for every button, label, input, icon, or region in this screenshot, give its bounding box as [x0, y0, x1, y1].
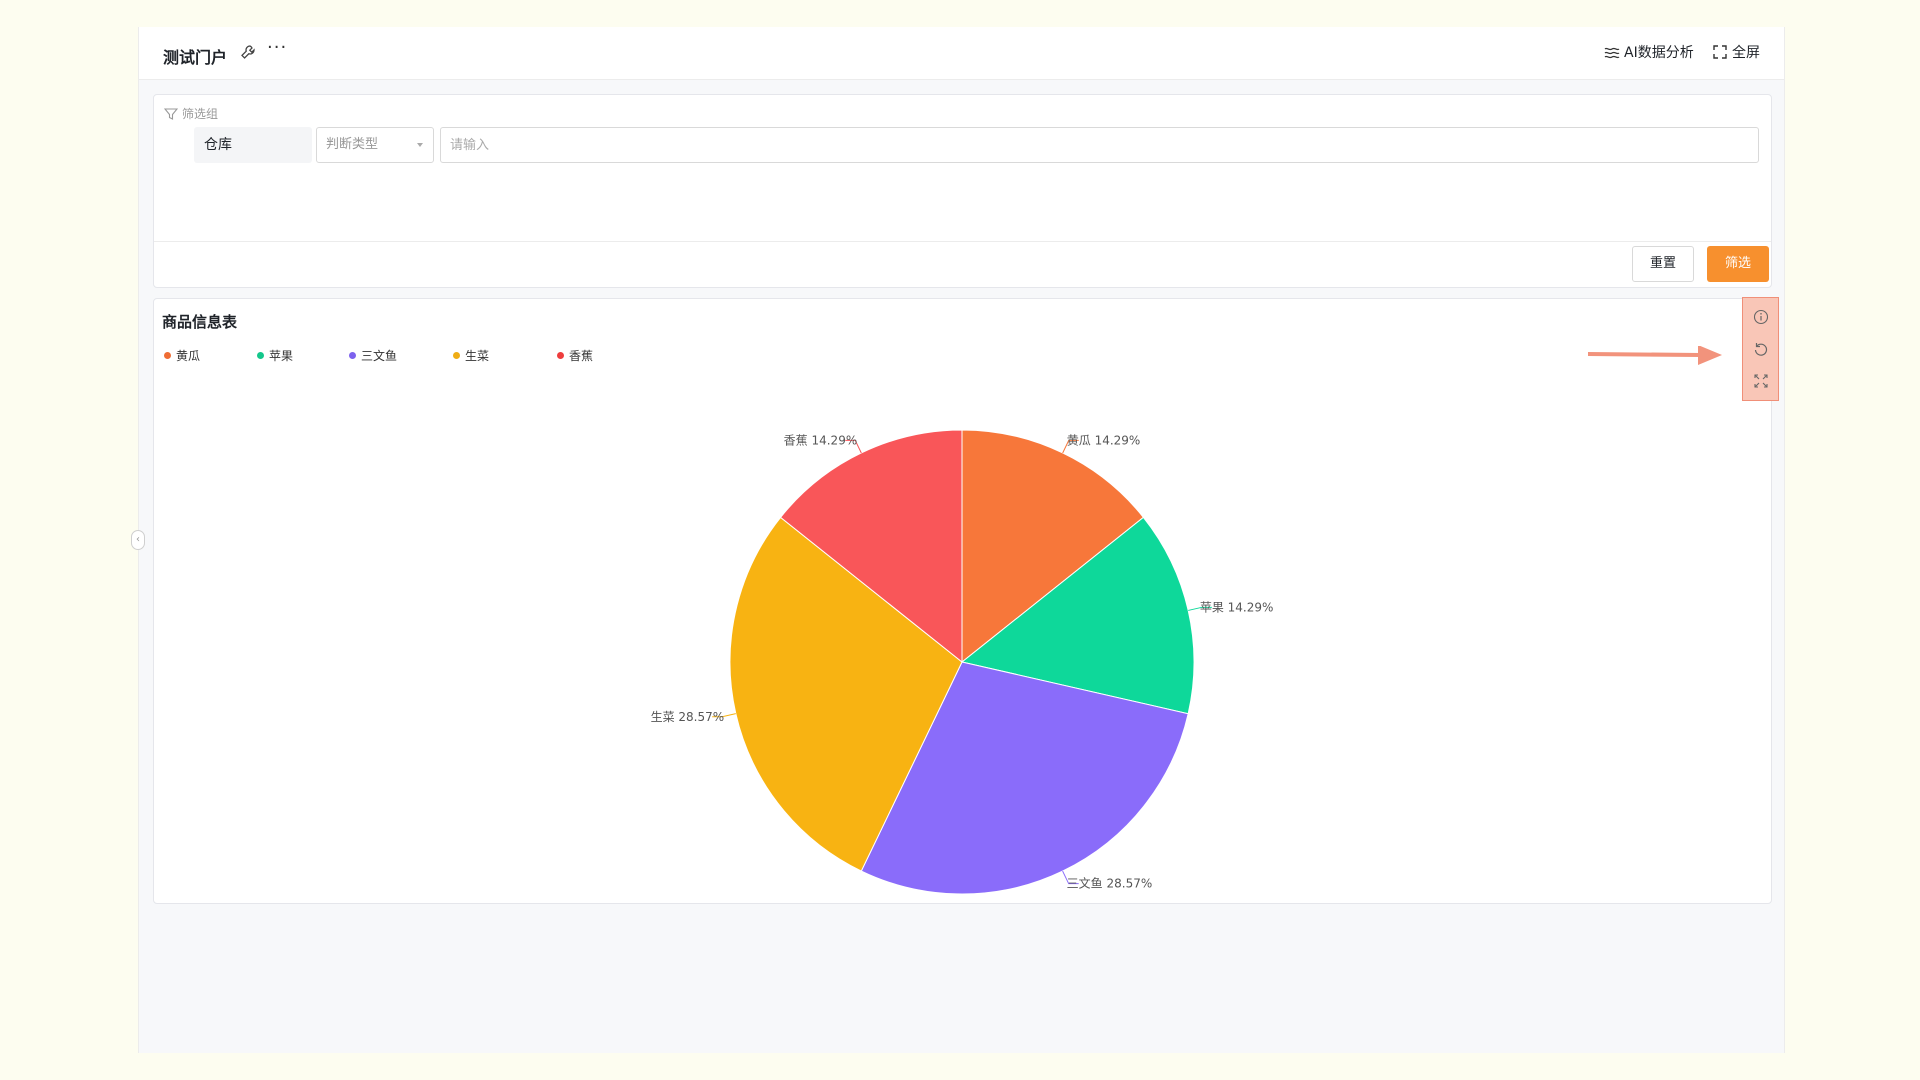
- portal-header: 测试门户 ··· AI数据分析 全屏: [139, 27, 1784, 80]
- pie-slice[interactable]: [779, 429, 963, 664]
- legend-label: 黄瓜: [176, 349, 201, 363]
- legend-label: 生菜: [465, 349, 490, 363]
- filter-field-name: 仓库: [194, 127, 312, 163]
- chart-panel: 商品信息表 黄瓜 苹果 三文鱼 生菜 香蕉 黄瓜 14.29% 苹果 14.29% 三文鱼 …: [153, 298, 1772, 904]
- pie-slice[interactable]: [860, 661, 1189, 895]
- legend-item[interactable]: 香蕉: [557, 347, 593, 364]
- chart-toolbar: [1742, 297, 1779, 401]
- operator-select-placeholder: 判断类型: [326, 137, 379, 152]
- chart-title: 商品信息表: [162, 313, 238, 331]
- page-title: 测试门户: [163, 48, 228, 67]
- pie-label-leader: [712, 713, 736, 718]
- info-icon[interactable]: [1753, 309, 1769, 325]
- pie-slice[interactable]: [960, 516, 1195, 715]
- pie-data-label: 生菜 28.57%: [651, 710, 725, 724]
- legend-label: 香蕉: [569, 349, 594, 363]
- pie-label-leader: [1188, 606, 1212, 611]
- pie-data-label: 香蕉 14.29%: [784, 433, 858, 447]
- wrench-icon[interactable]: [239, 43, 257, 61]
- pie-slice[interactable]: [729, 516, 963, 872]
- pie-label-leader: [1062, 439, 1079, 454]
- legend-marker: [257, 352, 264, 359]
- pie-label-leader: [845, 439, 862, 454]
- legend-marker: [349, 352, 356, 359]
- legend-item[interactable]: 生菜: [453, 347, 489, 364]
- filter-divider: [154, 241, 1771, 242]
- ai-analysis-button[interactable]: AI数据分析: [1604, 42, 1694, 62]
- ai-waves-icon: [1604, 47, 1620, 59]
- fullscreen-label: 全屏: [1732, 45, 1760, 61]
- chevron-down-icon: [417, 143, 423, 147]
- filter-submit-button[interactable]: 筛选: [1707, 246, 1769, 282]
- funnel-icon: [164, 107, 178, 120]
- pie-data-label: 黄瓜 14.29%: [1067, 433, 1141, 447]
- reset-button[interactable]: 重置: [1632, 246, 1694, 282]
- filter-value-input[interactable]: [440, 127, 1759, 163]
- pie-chart: 黄瓜 14.29% 苹果 14.29% 三文鱼 28.57% 生菜 28.57% 香蕉 …: [651, 429, 1274, 895]
- operator-select[interactable]: 判断类型: [316, 127, 434, 163]
- fullscreen-button[interactable]: 全屏: [1712, 42, 1760, 62]
- legend-label: 苹果: [269, 349, 294, 363]
- expand-icon[interactable]: [1753, 373, 1769, 389]
- legend-marker: [164, 352, 171, 359]
- more-icon[interactable]: ···: [267, 37, 288, 58]
- annotation-arrow: [1588, 346, 1722, 365]
- legend-marker: [557, 352, 564, 359]
- legend-marker: [453, 352, 460, 359]
- fullscreen-icon: [1713, 45, 1727, 59]
- pie-label-leader: [1062, 870, 1079, 885]
- refresh-icon[interactable]: [1753, 341, 1769, 357]
- pie-data-label: 苹果 14.29%: [1200, 600, 1274, 614]
- filter-panel: 筛选组 仓库 判断类型 重置 筛选: [153, 94, 1772, 288]
- app-window: 测试门户 ··· AI数据分析 全屏 筛选组 仓库 判断类型: [138, 27, 1785, 1053]
- filter-group-label: 筛选组: [182, 107, 219, 121]
- ai-analysis-label: AI数据分析: [1624, 45, 1694, 61]
- legend-item[interactable]: 三文鱼: [349, 347, 397, 364]
- legend-item[interactable]: 黄瓜: [164, 347, 200, 364]
- filter-group-header: 筛选组: [164, 105, 218, 122]
- legend-item[interactable]: 苹果: [257, 347, 293, 364]
- pie-data-label: 三文鱼 28.57%: [1067, 876, 1153, 891]
- legend-label: 三文鱼: [361, 349, 398, 363]
- pie-slice[interactable]: [961, 429, 1145, 664]
- sidebar-collapse-handle[interactable]: ‹: [131, 530, 145, 550]
